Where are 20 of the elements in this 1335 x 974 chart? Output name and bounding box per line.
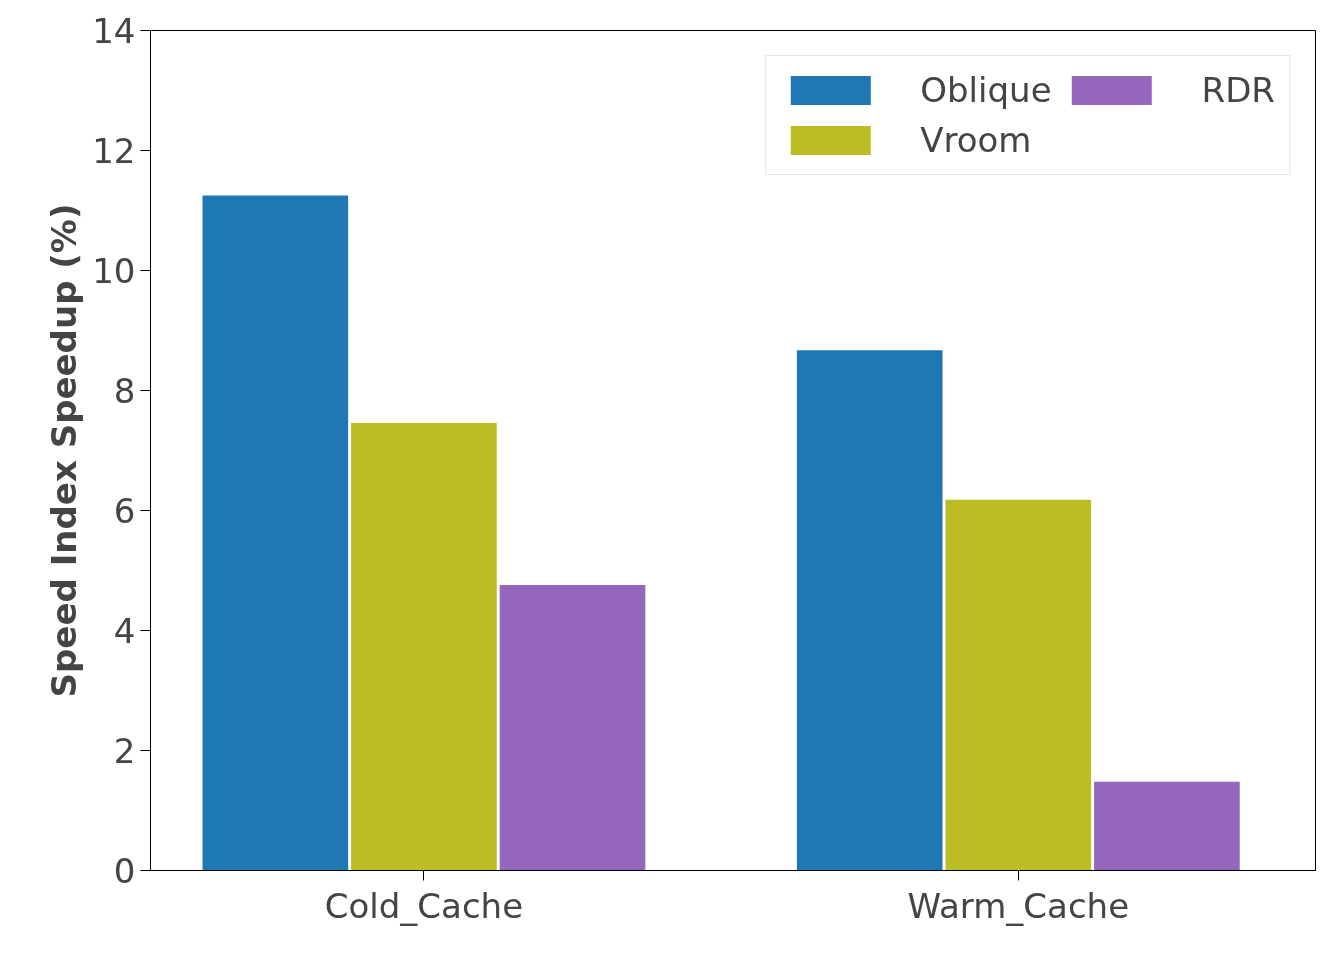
y-tick-label: 0 (113, 851, 136, 891)
bar (351, 422, 497, 871)
y-tick-label: 2 (113, 731, 136, 771)
bar (1094, 781, 1240, 871)
y-tick-label: 12 (92, 131, 136, 171)
y-axis-title: Speed Index Speedup (%) (44, 203, 85, 698)
bar (202, 195, 349, 871)
legend-label: RDR (1201, 70, 1275, 110)
y-tick-label: 14 (92, 11, 136, 51)
y-tick-label: 4 (113, 611, 136, 651)
y-tick-label: 10 (92, 251, 136, 291)
bar (499, 584, 646, 871)
y-tick-label: 8 (113, 371, 136, 411)
legend-label: Oblique (920, 70, 1052, 110)
bar (796, 350, 943, 871)
bar (945, 499, 1092, 871)
x-tick-label: Cold_Cache (324, 885, 524, 926)
x-tick-label: Warm_Cache (907, 885, 1130, 926)
y-tick-label: 6 (113, 491, 136, 531)
legend-label: Vroom (920, 120, 1032, 160)
